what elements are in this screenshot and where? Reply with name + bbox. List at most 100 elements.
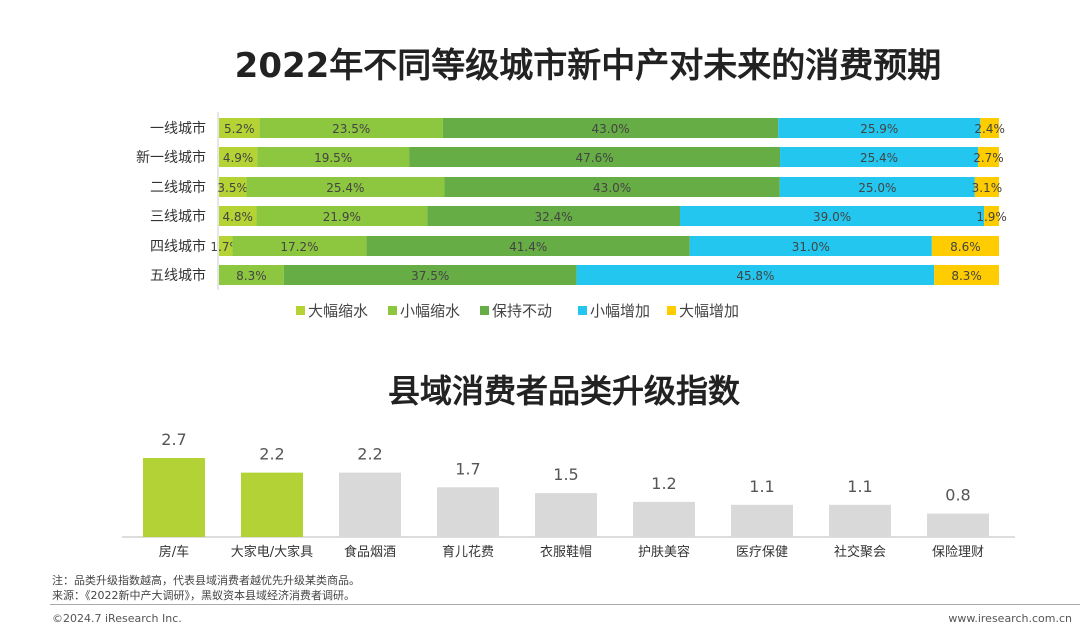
- value-label: 2.2: [357, 445, 382, 464]
- chart-title-1: 2022年不同等级城市新中产对未来的消费预期: [234, 46, 942, 86]
- legend-swatch: [296, 306, 305, 315]
- category-label: 二线城市: [150, 179, 206, 196]
- bar-segment: [689, 236, 932, 256]
- bar-segment: [259, 118, 443, 138]
- legend-swatch: [578, 306, 587, 315]
- data-label: 8.3%: [236, 269, 267, 283]
- bar-segment: [679, 206, 985, 226]
- legend-swatch: [480, 306, 489, 315]
- data-label: 37.5%: [411, 269, 449, 283]
- category-label: 食品烟酒: [344, 544, 396, 560]
- source-text: 来源：《2022新中产大调研》，黑蚁资本县域经济消费者调研。: [52, 589, 355, 602]
- value-label: 1.1: [749, 477, 774, 496]
- category-label: 三线城市: [150, 208, 206, 225]
- bar: [535, 493, 597, 537]
- bar-segment: [778, 118, 981, 138]
- data-label: 8.3%: [951, 269, 982, 283]
- data-label: 3.5%: [217, 181, 248, 195]
- data-label: 21.9%: [323, 210, 361, 224]
- category-label: 新一线城市: [136, 149, 206, 166]
- data-label: 25.9%: [860, 122, 898, 136]
- data-label: 43.0%: [593, 181, 631, 195]
- copyright: ©2024.7 iResearch Inc.: [52, 612, 182, 625]
- bar-segment: [779, 177, 975, 197]
- data-label: 3.1%: [972, 181, 1003, 195]
- bar-segment: [219, 265, 284, 285]
- bar-segment: [576, 265, 935, 285]
- bar: [241, 472, 303, 537]
- category-label: 五线城市: [150, 267, 206, 284]
- category-label: 大家电/大家具: [231, 544, 313, 560]
- category-label: 护肤美容: [638, 544, 690, 560]
- data-label: 4.8%: [222, 210, 253, 224]
- data-label: 25.0%: [858, 181, 896, 195]
- bar-segment: [934, 265, 999, 285]
- bar-segment: [219, 177, 247, 197]
- data-label: 1.9%: [976, 210, 1007, 224]
- data-label: 8.6%: [950, 240, 981, 254]
- data-label: 47.6%: [576, 151, 614, 165]
- legend-label: 小幅缩水: [400, 302, 460, 320]
- data-label: 4.9%: [223, 151, 254, 165]
- bar-segment: [442, 118, 779, 138]
- data-label: 41.4%: [509, 240, 547, 254]
- data-label: 39.0%: [813, 210, 851, 224]
- bar-segment: [366, 236, 690, 256]
- value-label: 1.5: [553, 465, 578, 484]
- data-label: 2.4%: [974, 122, 1005, 136]
- value-label: 1.2: [651, 474, 676, 493]
- data-label: 43.0%: [591, 122, 629, 136]
- bar-segment: [984, 206, 999, 226]
- category-label: 房/车: [159, 544, 189, 560]
- legend-swatch: [667, 306, 676, 315]
- category-label: 医疗保健: [736, 545, 788, 560]
- bar-segment: [427, 206, 680, 226]
- bar: [829, 504, 891, 537]
- data-label: 19.5%: [314, 151, 352, 165]
- bar-segment: [283, 265, 577, 285]
- data-label: 2.7%: [973, 151, 1004, 165]
- bar-segment: [257, 147, 410, 167]
- bar-segment: [931, 236, 999, 256]
- data-label: 32.4%: [535, 210, 573, 224]
- legend-label: 大幅增加: [679, 302, 739, 320]
- bar: [339, 472, 401, 537]
- chart-title-2: 县域消费者品类升级指数: [387, 372, 740, 410]
- value-label: 1.7: [455, 459, 480, 478]
- bar-segment: [219, 236, 233, 256]
- bar-segment: [980, 118, 999, 138]
- value-label: 0.8: [945, 486, 970, 505]
- data-label: 45.8%: [736, 269, 774, 283]
- category-label: 育儿花费: [442, 544, 494, 560]
- legend-label: 大幅缩水: [308, 302, 368, 320]
- category-label: 保险理财: [932, 545, 984, 560]
- bar-segment: [219, 118, 260, 138]
- bar-segment: [780, 147, 978, 167]
- legend-swatch: [388, 306, 397, 315]
- note-text: 注：品类升级指数越高，代表县域消费者越优先升级某类商品。: [52, 574, 360, 587]
- bar: [437, 487, 499, 537]
- bar-segment: [232, 236, 367, 256]
- bar: [633, 501, 695, 537]
- category-label: 衣服鞋帽: [540, 544, 592, 560]
- category-label: 社交聚会: [834, 544, 886, 560]
- legend-label: 小幅增加: [590, 302, 650, 320]
- legend-label: 保持不动: [492, 302, 552, 320]
- data-label: 23.5%: [332, 122, 370, 136]
- value-label: 1.1: [847, 477, 872, 496]
- bar: [731, 504, 793, 537]
- bar-segment: [219, 147, 258, 167]
- data-label: 31.0%: [792, 240, 830, 254]
- bar: [143, 458, 205, 537]
- data-label: 17.2%: [280, 240, 318, 254]
- value-label: 2.2: [259, 445, 284, 464]
- data-label: 25.4%: [860, 151, 898, 165]
- bar-segment: [409, 147, 781, 167]
- bar-segment: [974, 177, 999, 197]
- data-label: 5.2%: [224, 122, 255, 136]
- footer-divider: [50, 604, 1080, 605]
- bar-segment: [219, 206, 257, 226]
- data-label: 25.4%: [326, 181, 364, 195]
